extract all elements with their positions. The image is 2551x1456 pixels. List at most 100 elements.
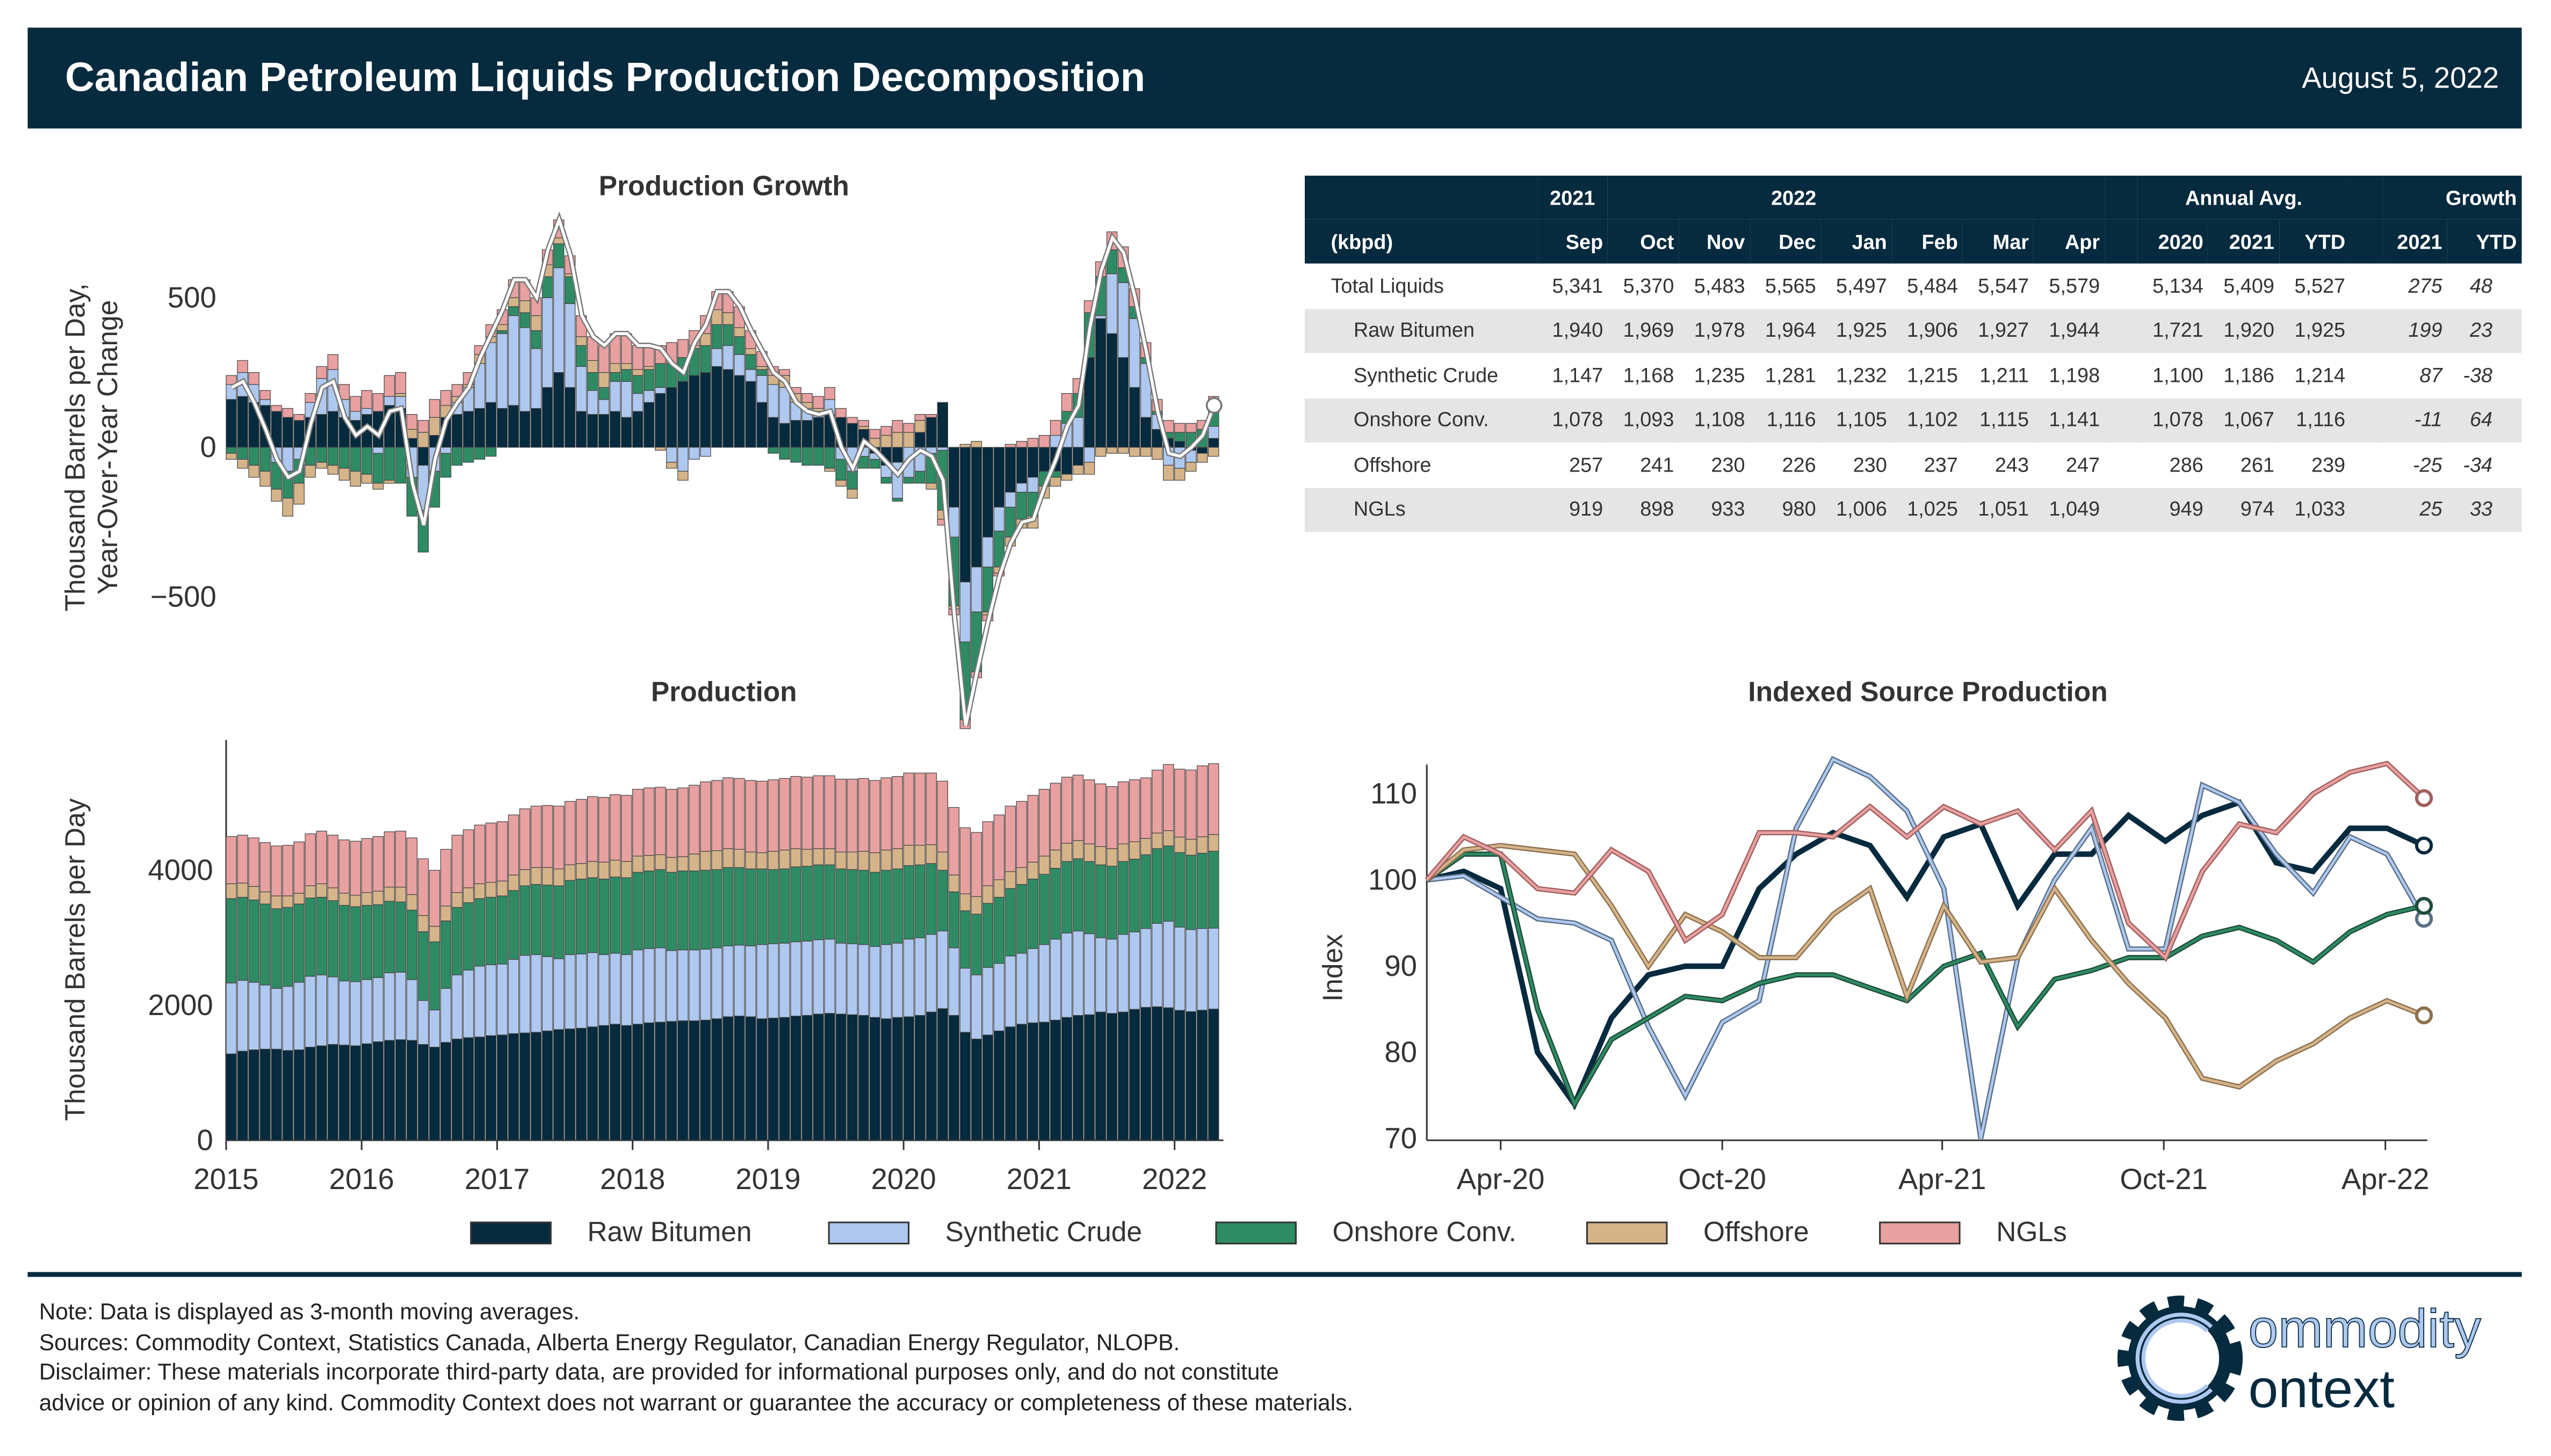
bar-ngls (745, 780, 756, 853)
report-date: August 5, 2022 (2302, 62, 2499, 95)
bar-ngls (768, 779, 779, 852)
x-tick-label: Apr-22 (2342, 1163, 2430, 1196)
cell-gap (2105, 487, 2137, 532)
monthly-value: 1,925 (1820, 308, 1892, 353)
bar-ngls (700, 781, 711, 852)
bar-ngls (237, 835, 248, 883)
annual-value: 974 (2208, 487, 2280, 532)
bar-ngls (293, 414, 305, 421)
header-bar: Canadian Petroleum Liquids Production De… (27, 27, 2522, 129)
legend-item-onshore-conv: Onshore Conv. (1215, 1216, 1516, 1249)
bar-ngls (1061, 393, 1073, 412)
bar-ngls (372, 393, 384, 412)
bar-onshore-conv (779, 447, 790, 460)
table-row-synthetic-crude: Synthetic Crude 1,147 1,168 1,235 1,281 1,232… (1305, 353, 2521, 397)
cell-gap (2350, 308, 2383, 353)
bar-ngls (689, 785, 700, 854)
bar-ngls (350, 396, 362, 412)
annual-value: 5,134 (2152, 274, 2203, 298)
bar-ngls (677, 339, 689, 358)
bar-ngls (429, 399, 440, 418)
bar-ngls (316, 366, 327, 379)
bar-ngls (372, 836, 384, 892)
legend-item-raw-bitumen: Raw Bitumen (470, 1216, 752, 1249)
growth-value: 199 (2382, 308, 2447, 353)
monthly-value: 5,565 (1765, 274, 1816, 298)
legend-item-ngls: NGLs (1879, 1216, 2067, 1249)
bar-onshore-conv (903, 477, 914, 484)
annual-value: 1,925 (2279, 308, 2351, 353)
bar-ngls (1050, 783, 1061, 851)
monthly-value: 247 (2065, 453, 2100, 476)
bar-offshore (1186, 462, 1197, 472)
bar-ngls (406, 837, 418, 895)
column-header: Mar (1962, 219, 2034, 264)
table-row-onshore-conv: Onshore Conv. 1,078 1,093 1,108 1,116 1,105 1,… (1305, 397, 2522, 443)
monthly-value: 1,232 (1836, 364, 1887, 387)
bar-ngls (226, 836, 237, 885)
bar-ngls (305, 393, 316, 403)
monthly-value: 1,969 (1608, 308, 1679, 353)
legend-swatch (828, 1221, 910, 1244)
bar-ngls (451, 835, 463, 893)
bar-ngls (541, 805, 553, 868)
bar-ngls (361, 390, 373, 409)
table-row-total-liquids: Total Liquids 5,341 5,370 5,483 5,565 5,497 5,… (1305, 264, 2521, 308)
growth-value: -25 (2412, 453, 2442, 476)
bar-ngls (496, 821, 508, 882)
growth-value: 33 (2447, 487, 2522, 532)
y-axis-label: Year-Over-Year Change (92, 300, 123, 595)
bar-ngls (237, 360, 248, 373)
bar-ngls (1083, 779, 1095, 844)
x-tick-label: Oct-21 (2120, 1163, 2208, 1196)
annual-value: 1,920 (2208, 308, 2280, 353)
monthly-value: 1,105 (1820, 397, 1892, 443)
bar-ngls (892, 420, 903, 433)
bar-onshore-conv (790, 447, 801, 463)
bar-offshore (350, 470, 362, 487)
y-axis-label: Index (1317, 934, 1348, 1002)
bar-ngls (384, 375, 395, 397)
bar-offshore (666, 462, 677, 469)
column-header: Dec (1750, 219, 1821, 264)
monthly-value: 1,025 (1891, 487, 1963, 532)
bar-offshore (926, 483, 937, 490)
end-marker-raw-bitumen (2415, 836, 2433, 854)
bar-ngls (666, 788, 677, 858)
column-header: 2021 (2382, 219, 2447, 264)
row-label: Total Liquids (1331, 274, 1444, 298)
row-label: Synthetic Crude (1353, 364, 1499, 387)
x-tick-label: Oct-20 (1678, 1163, 1766, 1196)
bar-ngls (406, 414, 418, 430)
bar-ngls (1197, 765, 1208, 837)
bar-offshore (847, 489, 858, 499)
cell-gap (2105, 397, 2137, 443)
annual-value: 1,078 (2137, 397, 2208, 443)
bar-offshore (293, 483, 305, 505)
monthly-value: 919 (1537, 487, 1608, 532)
monthly-value: 1,006 (1820, 487, 1892, 532)
growth-chart-title: Production Growth (598, 171, 849, 202)
monthly-value: 1,168 (1623, 364, 1674, 387)
bar-ngls (350, 841, 362, 896)
legend-label: Onshore Conv. (1332, 1216, 1516, 1248)
bar-offshore (835, 480, 847, 487)
bar-ngls (610, 794, 621, 861)
bar-ngls (801, 777, 813, 850)
monthly-value: 5,497 (1836, 274, 1887, 298)
bar-offshore (305, 465, 316, 478)
bar-ngls (451, 384, 463, 397)
x-tick-label: 2016 (329, 1163, 394, 1196)
monthly-value: 1,964 (1750, 308, 1821, 353)
footer-note: Note: Data is displayed as 3-month movin… (39, 1298, 580, 1324)
bar-ngls (530, 806, 542, 868)
table-column-header: (kbpd) Sep Oct Nov Dec Jan Feb Mar Apr 2020 2021 YT… (1305, 219, 2522, 264)
x-tick-label: 2022 (1142, 1163, 1207, 1196)
bar-offshore (971, 441, 982, 448)
bar-offshore (1083, 462, 1095, 475)
bar-offshore (1197, 453, 1208, 463)
bar-ngls (271, 405, 282, 412)
bar-ngls (1162, 764, 1174, 831)
y-tick-label: 70 (1384, 1122, 1417, 1155)
header-gap (2105, 219, 2137, 264)
